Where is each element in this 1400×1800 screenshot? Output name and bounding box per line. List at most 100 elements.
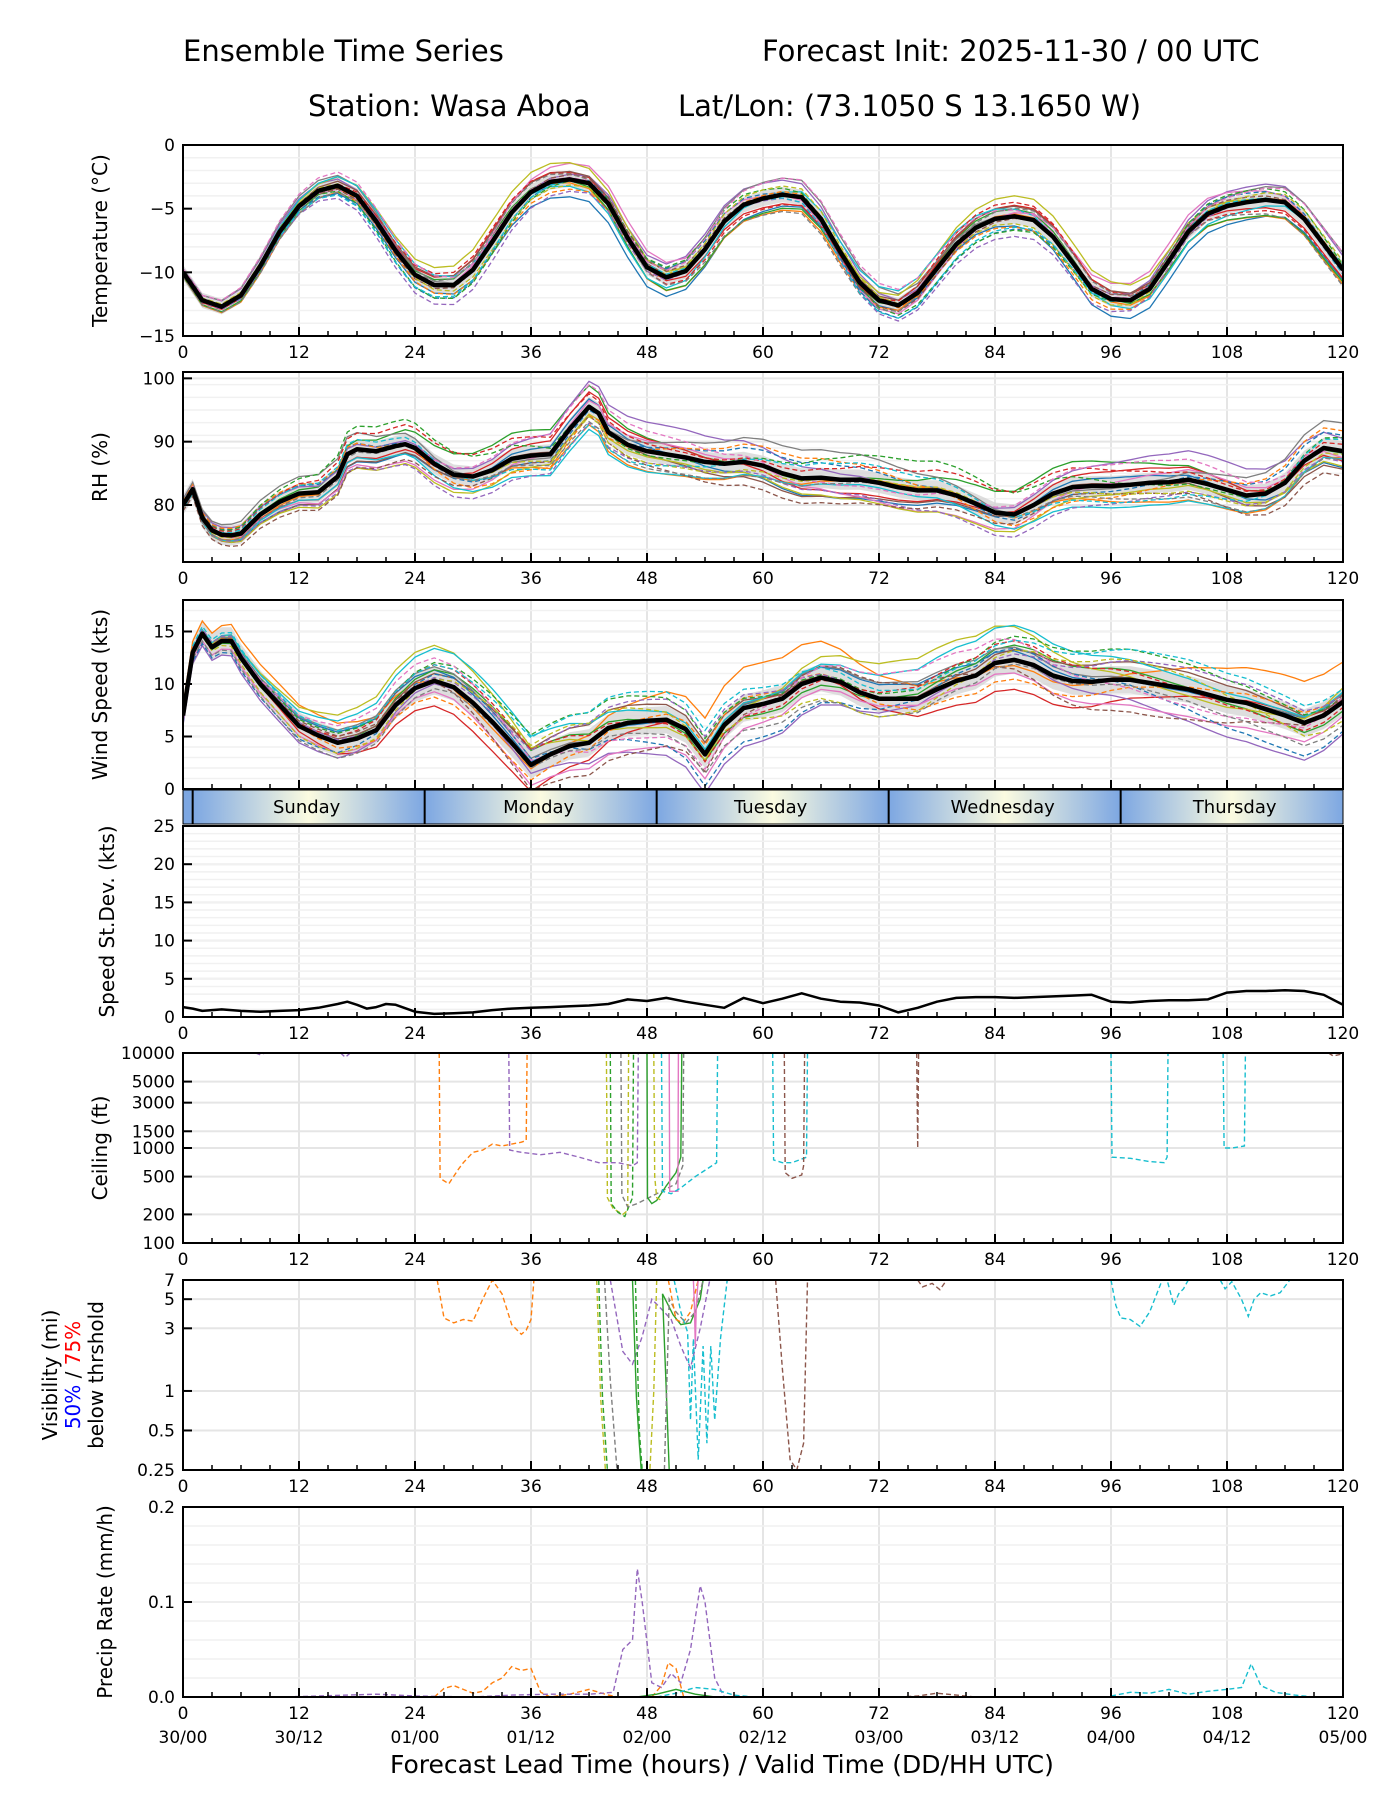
ensemble-member-line [634, 1280, 643, 1470]
y-tick-label: 10000 [121, 1044, 175, 1064]
y-tick-label: 5 [164, 970, 175, 990]
ensemble-member-line [637, 1688, 715, 1697]
figure-title: Ensemble Time Series [183, 34, 504, 68]
x-tick-label: 72 [868, 1024, 890, 1044]
ensemble-member-line [1110, 1662, 1315, 1697]
ensemble-member-line [620, 1053, 685, 1208]
y-axis-label: Wind Speed (kts) [88, 609, 112, 780]
y-axis-label: Speed St.Dev. (kts) [95, 825, 119, 1017]
valid-time-label: 05/00 [1319, 1728, 1368, 1748]
ensemble-member-line [651, 1661, 685, 1697]
plot-area [183, 161, 1343, 322]
x-tick-label: 72 [868, 1704, 890, 1724]
ensemble-member-line [631, 1280, 642, 1470]
forecast-init-label: Forecast Init: 2025-11-30 / 00 UTC [762, 34, 1260, 68]
day-label-sunday: Sunday [273, 797, 341, 818]
panel-wind-speed: 15 10 5 0 Wind Speed (kts) [88, 599, 1344, 800]
day-segment [192, 790, 425, 824]
latlon-label: Lat/Lon: (73.1050 S 13.1650 W) [678, 89, 1142, 123]
stdev-line [183, 989, 1343, 1016]
plot-area [436, 1280, 1291, 1470]
x-tick-label: 60 [752, 1704, 774, 1724]
x-tick-label: 96 [1100, 1704, 1122, 1724]
x-tick-label: 108 [1211, 1704, 1243, 1724]
x-tick-label: 60 [752, 1477, 774, 1497]
panel-rh: 0 12 24 36 48 60 72 84 96 108 120 100 90 80 RH (%) [88, 369, 1359, 589]
y-tick-label: 15 [153, 893, 175, 913]
grid [182, 825, 1344, 1018]
y-tick-label: 1 [164, 1382, 175, 1402]
valid-time-label: 02/00 [623, 1728, 672, 1748]
ensemble-member-line [916, 1053, 920, 1149]
x-tick-label: 48 [636, 343, 658, 363]
x-tick-label: 48 [636, 1477, 658, 1497]
valid-time-label: 04/00 [1087, 1728, 1136, 1748]
y-tick-label: 5 [164, 1290, 175, 1310]
panel-temperature: 0 12 24 36 48 60 72 84 96 108 120 0 −5 −10 −15 Temperat… [88, 136, 1359, 363]
x-tick-label: 120 [1327, 343, 1359, 363]
x-tick-label: 12 [288, 1477, 310, 1497]
x-tick-label: 48 [636, 1024, 658, 1044]
ensemble-mean-line [183, 631, 1343, 768]
y-tick-label: −5 [150, 200, 175, 220]
plot-area [255, 1053, 1343, 1218]
ensemble-member-line [183, 639, 1343, 775]
y-tick-label: 1500 [132, 1122, 175, 1142]
ensemble-member-line [660, 1053, 719, 1195]
day-band: Sunday Monday Tuesday Wednesday Thursday [182, 789, 1344, 825]
ensemble-member-line [183, 642, 1343, 788]
day-label-wednesday: Wednesday [951, 797, 1056, 818]
ensemble-member-line [649, 1280, 658, 1470]
ensemble-member-line [183, 192, 1343, 320]
x-tick-label: 36 [520, 1024, 542, 1044]
ensemble-mean-line [183, 404, 1343, 538]
y-tick-label: 0.1 [148, 1593, 175, 1613]
y-axis-label: Temperature (°C) [88, 154, 112, 328]
ensemble-member-line [183, 625, 1343, 739]
x-tick-label: 108 [1211, 1477, 1243, 1497]
x-tick-label: 96 [1100, 569, 1122, 589]
y-tick-label: 0.2 [148, 1498, 175, 1518]
y-axis-label: RH (%) [88, 432, 112, 502]
panel-speed-stdev: 0 12 24 36 48 60 72 84 96 108 120 25 20 15 10 5 0 Speed S… [95, 817, 1359, 1044]
y-tick-label: 0.25 [137, 1461, 175, 1481]
x-tick-label: 0 [178, 343, 189, 363]
x-tick-label: 84 [984, 569, 1006, 589]
valid-time-label: 03/00 [855, 1728, 904, 1748]
y-tick-label: 20 [153, 855, 175, 875]
x-tick-label: 108 [1211, 569, 1243, 589]
plot-area [183, 380, 1343, 548]
x-tick-label: 120 [1327, 569, 1359, 589]
x-tick-label: 24 [404, 343, 426, 363]
y-tick-label: 7 [164, 1271, 175, 1291]
ensemble-member-line [183, 635, 1343, 758]
valid-time-label: 30/00 [159, 1728, 208, 1748]
ensemble-member-line [183, 422, 1343, 543]
x-tick-label: 96 [1100, 1024, 1122, 1044]
x-tick-label: 84 [984, 1704, 1006, 1724]
x-tick-label: 60 [752, 1250, 774, 1270]
y-axis-label: Precip Rate (mm/h) [93, 1505, 117, 1699]
day-band-frame [182, 789, 1344, 825]
x-tick-label: 72 [868, 1250, 890, 1270]
y-tick-label: 80 [153, 496, 175, 516]
grid [182, 144, 1344, 337]
y-tick-label: 3000 [132, 1094, 175, 1114]
panel-visibility: 0 12 24 36 48 60 72 84 96 108 120 75 3 1 0.5 0.25 Visibi… [38, 1271, 1359, 1497]
x-tick-label: 72 [868, 1477, 890, 1497]
x-tick-label: 36 [520, 569, 542, 589]
x-tick-label: 84 [984, 1477, 1006, 1497]
valid-time-label: 04/12 [1203, 1728, 1252, 1748]
x-tick-label: 24 [404, 1024, 426, 1044]
x-tick-label: 108 [1211, 1024, 1243, 1044]
x-tick-label: 72 [868, 569, 890, 589]
ensemble-member-line [433, 1665, 628, 1697]
y-tick-label: 0 [164, 1008, 175, 1028]
x-tick-label: 96 [1100, 1477, 1122, 1497]
x-tick-label: 12 [288, 1024, 310, 1044]
y-tick-label: 0 [164, 136, 175, 156]
x-tick-label: 120 [1327, 1024, 1359, 1044]
x-tick-label: 60 [752, 343, 774, 363]
x-tick-label: 24 [404, 1704, 426, 1724]
